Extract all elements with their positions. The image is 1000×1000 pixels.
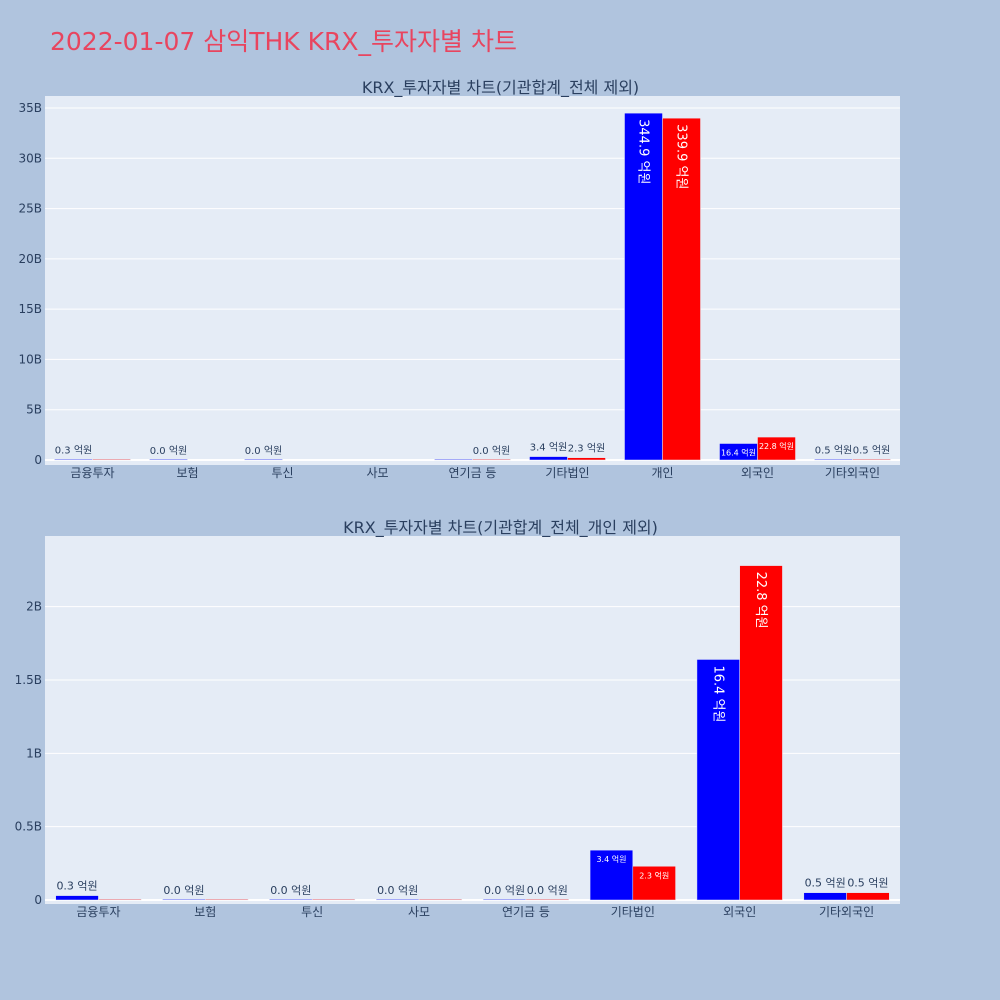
x-tick-label: 연기금 등 — [502, 905, 550, 919]
chart-title: KRX_투자자별 차트(기관합계_전체 제외) — [362, 78, 639, 98]
x-tick-label: 기타법인 — [545, 466, 589, 480]
plot-area — [45, 96, 900, 465]
x-tick-label: 사모 — [366, 466, 388, 480]
y-tick-label: 30B — [18, 151, 42, 165]
bar — [567, 457, 606, 461]
bar — [624, 112, 663, 461]
y-tick-label: 15B — [18, 302, 42, 316]
data-label: 0.5 억원 — [815, 444, 852, 456]
y-tick-label: 0 — [34, 893, 42, 907]
data-label: 2.3 억원 — [568, 443, 605, 455]
data-label: 339.9 억원 — [674, 124, 689, 189]
data-label: 0.3 억원 — [56, 880, 97, 893]
x-tick-label: 투신 — [271, 466, 293, 480]
x-tick-label: 기타외국인 — [825, 466, 880, 480]
y-tick-label: 5B — [26, 403, 42, 417]
y-tick-label: 1.5B — [15, 673, 42, 687]
y-tick-label: 1B — [26, 746, 42, 760]
x-tick-label: 기타법인 — [611, 905, 655, 919]
data-label: 22.8 억원 — [753, 572, 768, 629]
x-tick-label: 기타외국인 — [819, 905, 874, 919]
data-label: 0.5 억원 — [847, 877, 888, 890]
x-tick-label: 보험 — [194, 905, 216, 919]
y-tick-label: 0.5B — [15, 820, 42, 834]
bar — [696, 659, 740, 901]
x-tick-label: 금융투자 — [76, 905, 120, 919]
bar — [739, 565, 783, 901]
data-label: 16.4 억원 — [710, 665, 725, 722]
x-tick-label: 투신 — [301, 905, 323, 919]
x-tick-label: 외국인 — [723, 905, 756, 919]
bar — [269, 898, 313, 901]
y-tick-label: 20B — [18, 252, 42, 266]
x-tick-label: 연기금 등 — [449, 466, 497, 480]
data-label: 0.0 억원 — [150, 445, 187, 457]
data-label: 16.4 억원 — [721, 448, 756, 458]
data-label: 0.0 억원 — [270, 884, 311, 897]
bar — [376, 898, 420, 901]
bar — [162, 898, 206, 901]
data-label: 0.0 억원 — [484, 884, 525, 897]
y-tick-label: 10B — [18, 352, 42, 366]
y-tick-label: 25B — [18, 202, 42, 216]
x-tick-label: 외국인 — [741, 466, 774, 480]
bar — [757, 436, 796, 461]
data-label: 0.5 억원 — [805, 877, 846, 890]
bar — [149, 458, 188, 461]
bar — [662, 117, 701, 461]
data-label: 2.3 억원 — [639, 870, 669, 880]
data-label: 3.4 억원 — [596, 854, 626, 864]
data-label: 0.5 억원 — [853, 444, 890, 456]
bar — [472, 458, 511, 461]
bar — [311, 898, 356, 901]
x-tick-label: 개인 — [651, 466, 673, 480]
data-label: 0.0 억원 — [473, 445, 510, 457]
data-label: 0.0 억원 — [245, 445, 282, 457]
bar — [244, 458, 283, 461]
bar — [632, 866, 676, 901]
y-tick-label: 35B — [18, 101, 42, 115]
bar — [98, 898, 142, 901]
bar — [525, 898, 569, 901]
y-tick-label: 0 — [34, 453, 42, 467]
bar — [418, 898, 463, 901]
bar — [92, 458, 131, 461]
x-tick-label: 보험 — [176, 466, 198, 480]
bar — [589, 849, 634, 901]
bar — [205, 898, 249, 901]
y-tick-label: 2B — [26, 600, 42, 614]
data-label: 3.4 억원 — [530, 442, 567, 454]
bar — [55, 895, 99, 901]
x-tick-label: 사모 — [408, 905, 430, 919]
page-title: 2022-01-07 삼익THK KRX_투자자별 차트 — [50, 27, 517, 56]
x-tick-label: 금융투자 — [70, 466, 114, 480]
bar — [846, 892, 890, 901]
bar — [852, 458, 891, 461]
data-label: 0.0 억원 — [527, 884, 568, 897]
bar — [803, 892, 847, 901]
data-label: 344.9 억원 — [636, 119, 651, 184]
chart-title: KRX_투자자별 차트(기관합계_전체_개인 제외) — [343, 518, 658, 538]
data-label: 0.3 억원 — [55, 445, 92, 457]
bar — [482, 898, 527, 901]
data-label: 22.8 억원 — [759, 441, 794, 451]
data-label: 0.0 억원 — [377, 884, 418, 897]
data-label: 0.0 억원 — [163, 884, 204, 897]
